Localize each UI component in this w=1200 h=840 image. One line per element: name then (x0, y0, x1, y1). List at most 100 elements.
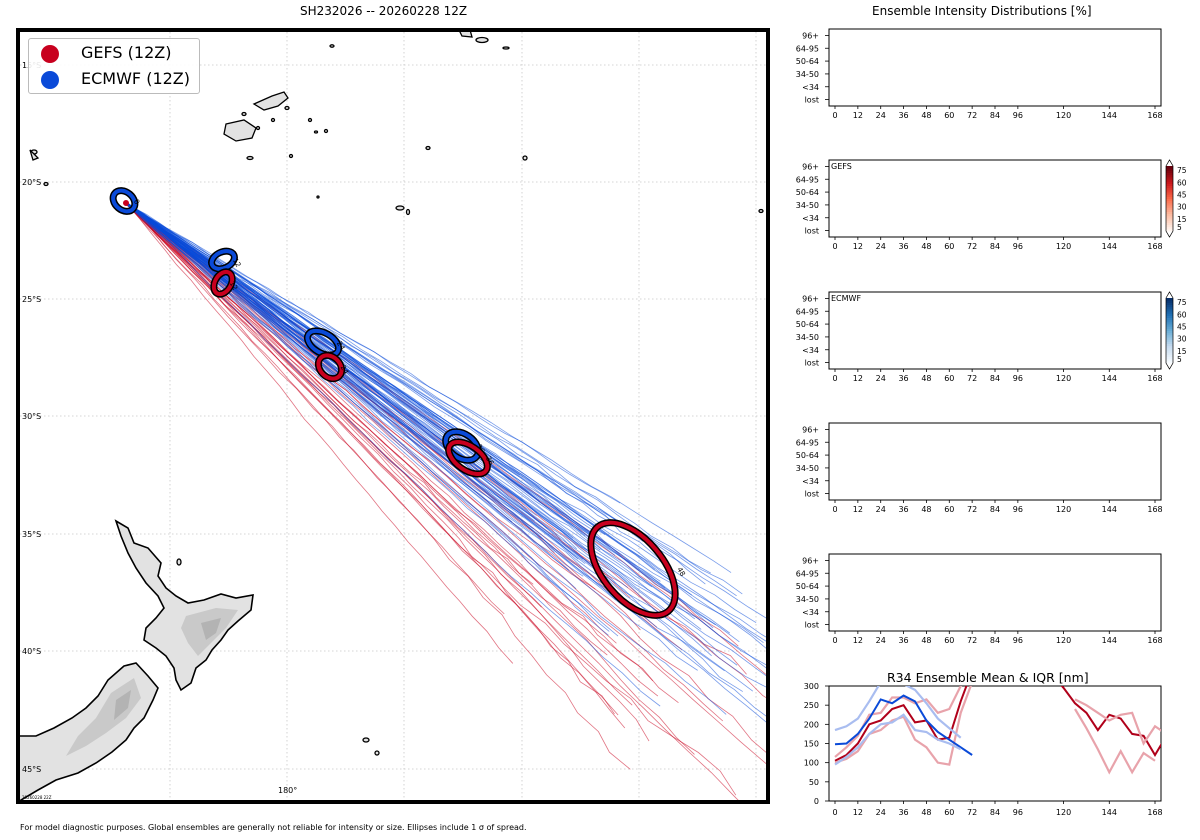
colorbar-swatch (1166, 315, 1173, 318)
r34-x-tick-label: 36 (898, 808, 908, 817)
colorbar-swatch (1166, 183, 1173, 186)
colorbar-swatch (1166, 326, 1173, 329)
colorbar-swatch (1166, 311, 1173, 314)
r34-series-line (834, 713, 962, 766)
fiji-islands (29, 30, 764, 756)
ensemble-track (125, 202, 505, 615)
r34-x-tick-label: 12 (853, 808, 863, 817)
ellipse-hour-label: 12 (231, 257, 242, 269)
colorbar-swatch (1166, 205, 1173, 208)
colorbar-swatch (1166, 337, 1173, 340)
x-tick-label: 96 (1013, 111, 1023, 120)
colorbar-swatch (1166, 192, 1173, 195)
colorbar-swatch (1166, 207, 1173, 210)
x-tick-label: 120 (1056, 111, 1071, 120)
x-tick-label: 60 (944, 111, 954, 120)
y-category-label: 50-64 (796, 582, 819, 591)
y-category-label: lost (805, 359, 819, 368)
ensemble-track (125, 202, 672, 570)
x-tick-label: 0 (832, 111, 837, 120)
ensemble-track (125, 203, 577, 590)
ellipse-ring (305, 328, 341, 358)
r34-frame (828, 685, 1162, 802)
colorbar-swatch (1166, 354, 1173, 357)
y-category-label: 50-64 (796, 320, 819, 329)
colorbar-swatch (1166, 308, 1173, 312)
colorbar-tick-label: 5 (1177, 223, 1182, 232)
x-tick-label: 60 (944, 374, 954, 383)
colorbar-swatch (1166, 347, 1173, 351)
y-category-label: <34 (802, 214, 819, 223)
x-tick-label: 144 (1102, 505, 1117, 514)
ellipse-ring (209, 249, 237, 271)
y-category-label: 34-50 (796, 333, 819, 342)
y-category-label: <34 (802, 608, 819, 617)
ensemble-track (125, 201, 711, 574)
colorbar-tick-label: 15 (1177, 215, 1187, 224)
intensity-title: Ensemble Intensity Distributions [%] (872, 4, 1092, 18)
x-tick-label: 84 (990, 505, 1000, 514)
r34-x-tick-label: 144 (1102, 808, 1117, 817)
colorbar-swatch (1166, 321, 1173, 325)
y-category-label: 64-95 (796, 307, 819, 316)
lat-label-30s: 30°S (22, 412, 42, 421)
y-category-label: 34-50 (796, 595, 819, 604)
x-tick-label: 12 (853, 636, 863, 645)
x-tick-label: 36 (898, 111, 908, 120)
panel-model-label: GEFS (831, 162, 852, 171)
r34-y-tick-label: 0 (814, 797, 819, 806)
y-category-label: 34-50 (796, 201, 819, 210)
r34-series-line (834, 694, 973, 756)
colorbar-swatch (1166, 226, 1173, 230)
x-tick-label: 120 (1056, 636, 1071, 645)
y-category-label: <34 (802, 346, 819, 355)
colorbar-swatch (1166, 356, 1173, 360)
r34-series-line (834, 686, 972, 766)
x-tick-label: 60 (944, 636, 954, 645)
x-tick-label: 0 (832, 374, 837, 383)
r34-x-tick-label: 0 (832, 808, 837, 817)
intensity-panel-frame (828, 291, 1162, 370)
r34-y-tick-label: 250 (804, 701, 819, 710)
y-category-label: 50-64 (796, 451, 819, 460)
colorbar-swatch (1166, 345, 1173, 349)
y-category-label: lost (805, 490, 819, 499)
x-tick-label: 120 (1056, 374, 1071, 383)
r34-series-line (1074, 708, 1156, 775)
colorbar-swatch (1166, 181, 1173, 184)
intensity-panel-frame (828, 159, 1162, 238)
x-tick-label: 12 (853, 111, 863, 120)
x-tick-label: 168 (1147, 505, 1162, 514)
ellipse-hour-label: 36 (484, 455, 496, 467)
colorbar-tick-label: 30 (1177, 203, 1187, 212)
colorbar-swatch (1166, 300, 1173, 303)
colorbar-tick-label: 15 (1177, 347, 1187, 356)
ellipse-hour-label: 48 (675, 566, 686, 578)
x-tick-label: 48 (921, 505, 931, 514)
y-category-label: 96+ (802, 294, 819, 303)
y-category-label: 96+ (802, 556, 819, 565)
colorbar-tick-label: 75 (1177, 298, 1187, 307)
colorbar-tick-label: 5 (1177, 355, 1182, 364)
x-tick-label: 96 (1013, 505, 1023, 514)
x-tick-label: 96 (1013, 242, 1023, 251)
y-category-label: 34-50 (796, 70, 819, 79)
colorbar-swatch (1166, 209, 1173, 212)
x-tick-label: 0 (832, 636, 837, 645)
r34-title: R34 Ensemble Mean & IQR [nm] (887, 670, 1089, 685)
colorbar-swatch (1166, 302, 1173, 305)
y-category-label: 96+ (802, 425, 819, 434)
map-legend: GEFS (12Z) ECMWF (12Z) (28, 38, 200, 94)
y-category-label: 64-95 (796, 438, 819, 447)
colorbar-swatch (1166, 202, 1173, 206)
ensemble-track (126, 203, 615, 715)
x-tick-label: 36 (898, 242, 908, 251)
r34-series-line (1074, 698, 1161, 746)
x-tick-label: 24 (876, 636, 886, 645)
colorbar-swatch (1166, 170, 1173, 173)
ellipse-hour-label: 12 (228, 280, 239, 292)
map-title: SH232026 -- 20260228 12Z (300, 4, 468, 18)
legend-gefs-label: GEFS (12Z) (81, 43, 172, 62)
r34-x-tick-label: 48 (921, 808, 931, 817)
x-tick-label: 48 (921, 111, 931, 120)
